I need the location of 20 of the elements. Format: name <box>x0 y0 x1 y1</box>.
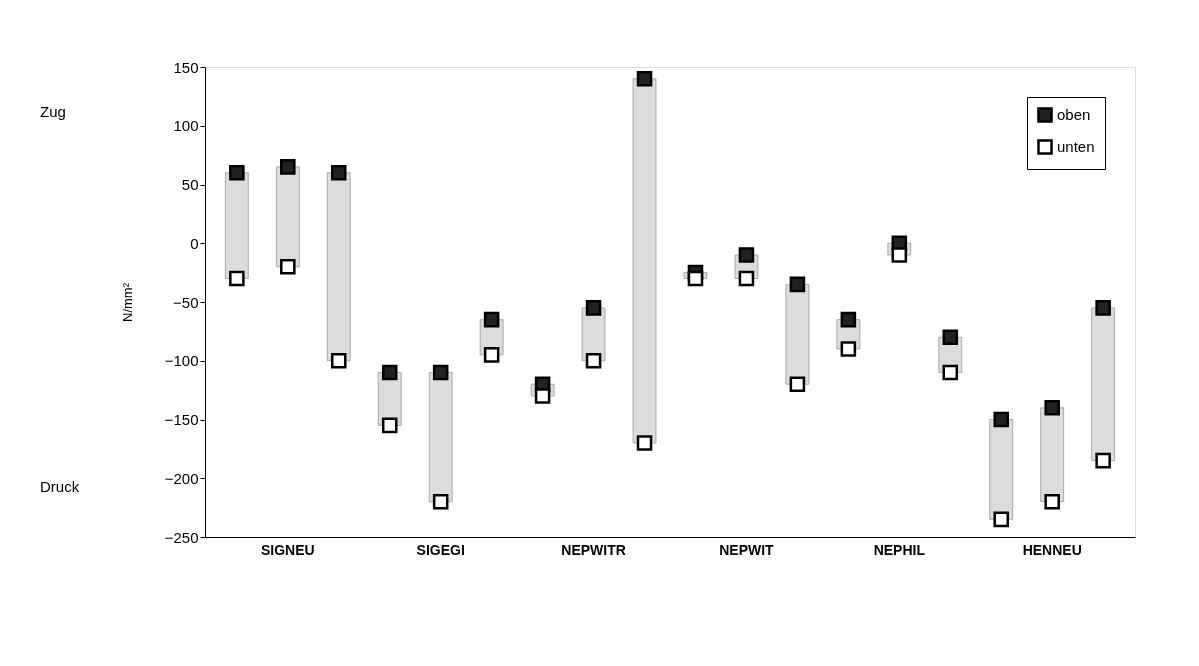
x-tick-label: SIGNEU <box>260 541 315 558</box>
y-tick-label: 0 <box>190 234 199 252</box>
legend-label: oben <box>1057 106 1091 123</box>
x-tick-label: NEPWIT <box>719 541 775 558</box>
text: Zug <box>40 103 66 120</box>
y-tick-label: −200 <box>164 469 199 487</box>
y-tick-label: 150 <box>173 58 199 76</box>
x-tick-label: HENNEU <box>1022 541 1082 558</box>
y-tick-label: −150 <box>164 411 199 428</box>
x-tick-label: SIGEGI <box>416 541 465 558</box>
y-axis-title: N/mm² <box>119 282 135 322</box>
y-tick-label: −250 <box>164 528 199 546</box>
legend-label: unten <box>1057 138 1095 155</box>
y-tick-label: 50 <box>181 176 199 193</box>
x-tick-label: NEPWITR <box>561 541 626 558</box>
text: Druck <box>40 478 80 495</box>
x-tick-label: NEPHIL <box>873 541 926 558</box>
y-tick-label: 100 <box>173 117 199 135</box>
y-tick-label: −50 <box>173 293 199 311</box>
y-tick-label: −100 <box>164 352 199 370</box>
